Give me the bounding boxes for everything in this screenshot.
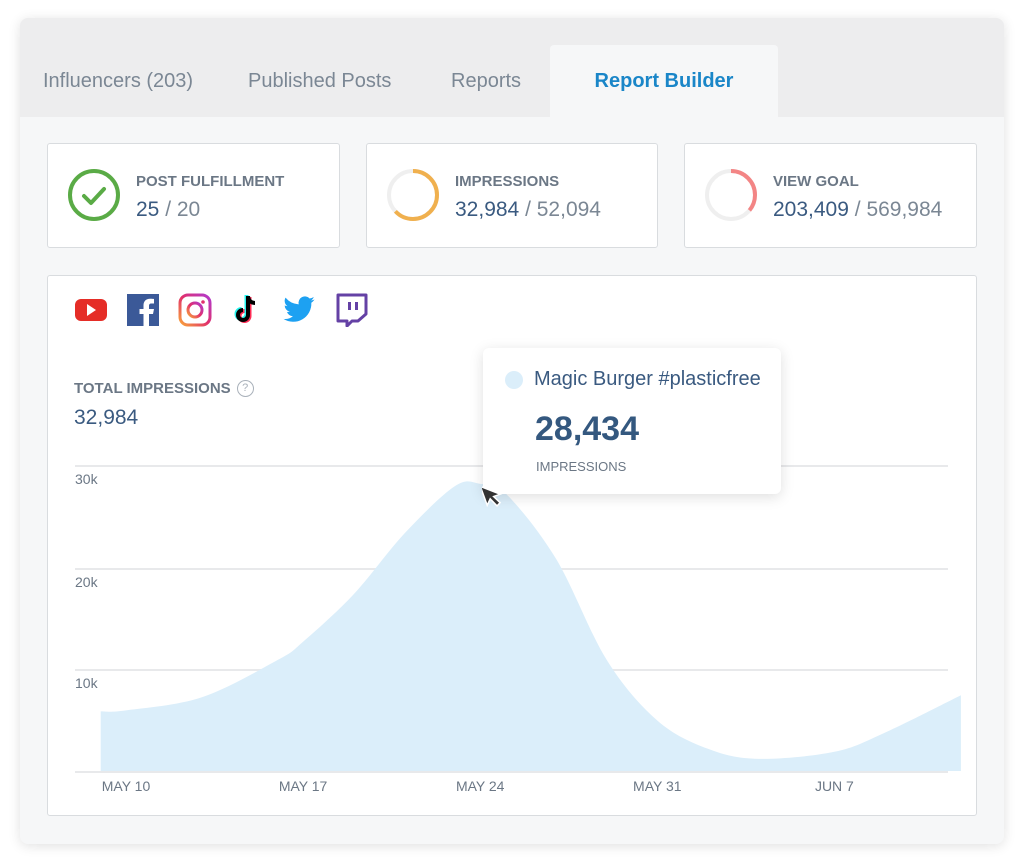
- twitter-icon[interactable]: [282, 293, 316, 327]
- stat-value: 203,409 / 569,984: [773, 198, 943, 221]
- stat-card-view-goal: VIEW GOAL 203,409 / 569,984: [684, 143, 977, 248]
- tab-reports[interactable]: Reports: [451, 70, 522, 92]
- progress-ring-icon: [705, 169, 757, 221]
- x-tick-label: MAY 17: [279, 778, 328, 794]
- progress-ring-icon: [387, 169, 439, 221]
- stat-label: IMPRESSIONS: [455, 173, 560, 190]
- help-icon[interactable]: ?: [236, 380, 254, 397]
- check-circle-icon: [68, 169, 120, 221]
- x-tick-label: JUN 7: [815, 778, 854, 794]
- stat-card-post-fulfillment: POST FULFILLMENT 25 / 20: [47, 143, 340, 248]
- y-tick-label: 30k: [75, 471, 99, 487]
- total-impressions-value: 32,984: [74, 406, 139, 429]
- chart-tooltip: Magic Burger #plasticfree 28,434 IMPRESS…: [483, 348, 781, 494]
- stat-label: VIEW GOAL: [773, 173, 859, 190]
- platform-filters: [74, 293, 368, 328]
- mouse-cursor-icon: [482, 485, 503, 508]
- stat-label: POST FULFILLMENT: [136, 173, 285, 190]
- tooltip-label: IMPRESSIONS: [536, 459, 627, 474]
- tab-report-builder[interactable]: Report Builder: [550, 45, 778, 117]
- x-tick-label: MAY 24: [456, 778, 505, 794]
- twitch-icon[interactable]: [334, 293, 368, 328]
- instagram-icon[interactable]: [178, 293, 212, 327]
- y-tick-label: 10k: [75, 675, 99, 691]
- stat-value: 32,984 / 52,094: [455, 198, 601, 221]
- tab-influencers[interactable]: Influencers (203): [43, 70, 194, 92]
- area-series: [100, 481, 961, 771]
- tiktok-icon[interactable]: [230, 293, 264, 327]
- youtube-icon[interactable]: [74, 293, 108, 327]
- x-tick-label: MAY 31: [633, 778, 682, 794]
- y-tick-label: 20k: [75, 574, 99, 590]
- tab-published-posts[interactable]: Published Posts: [248, 70, 392, 92]
- tooltip-series-name: Magic Burger #plasticfree: [534, 368, 761, 390]
- stat-card-impressions: IMPRESSIONS 32,984 / 52,094: [366, 143, 658, 248]
- tooltip-value: 28,434: [535, 410, 639, 448]
- series-color-dot: [505, 371, 523, 389]
- total-impressions-label: TOTAL IMPRESSIONS?: [74, 380, 254, 397]
- tab-bar: Influencers (203) Published Posts Report…: [20, 18, 1004, 117]
- stat-value: 25 / 20: [136, 198, 201, 221]
- facebook-icon[interactable]: [126, 293, 160, 327]
- x-tick-label: MAY 10: [102, 778, 151, 794]
